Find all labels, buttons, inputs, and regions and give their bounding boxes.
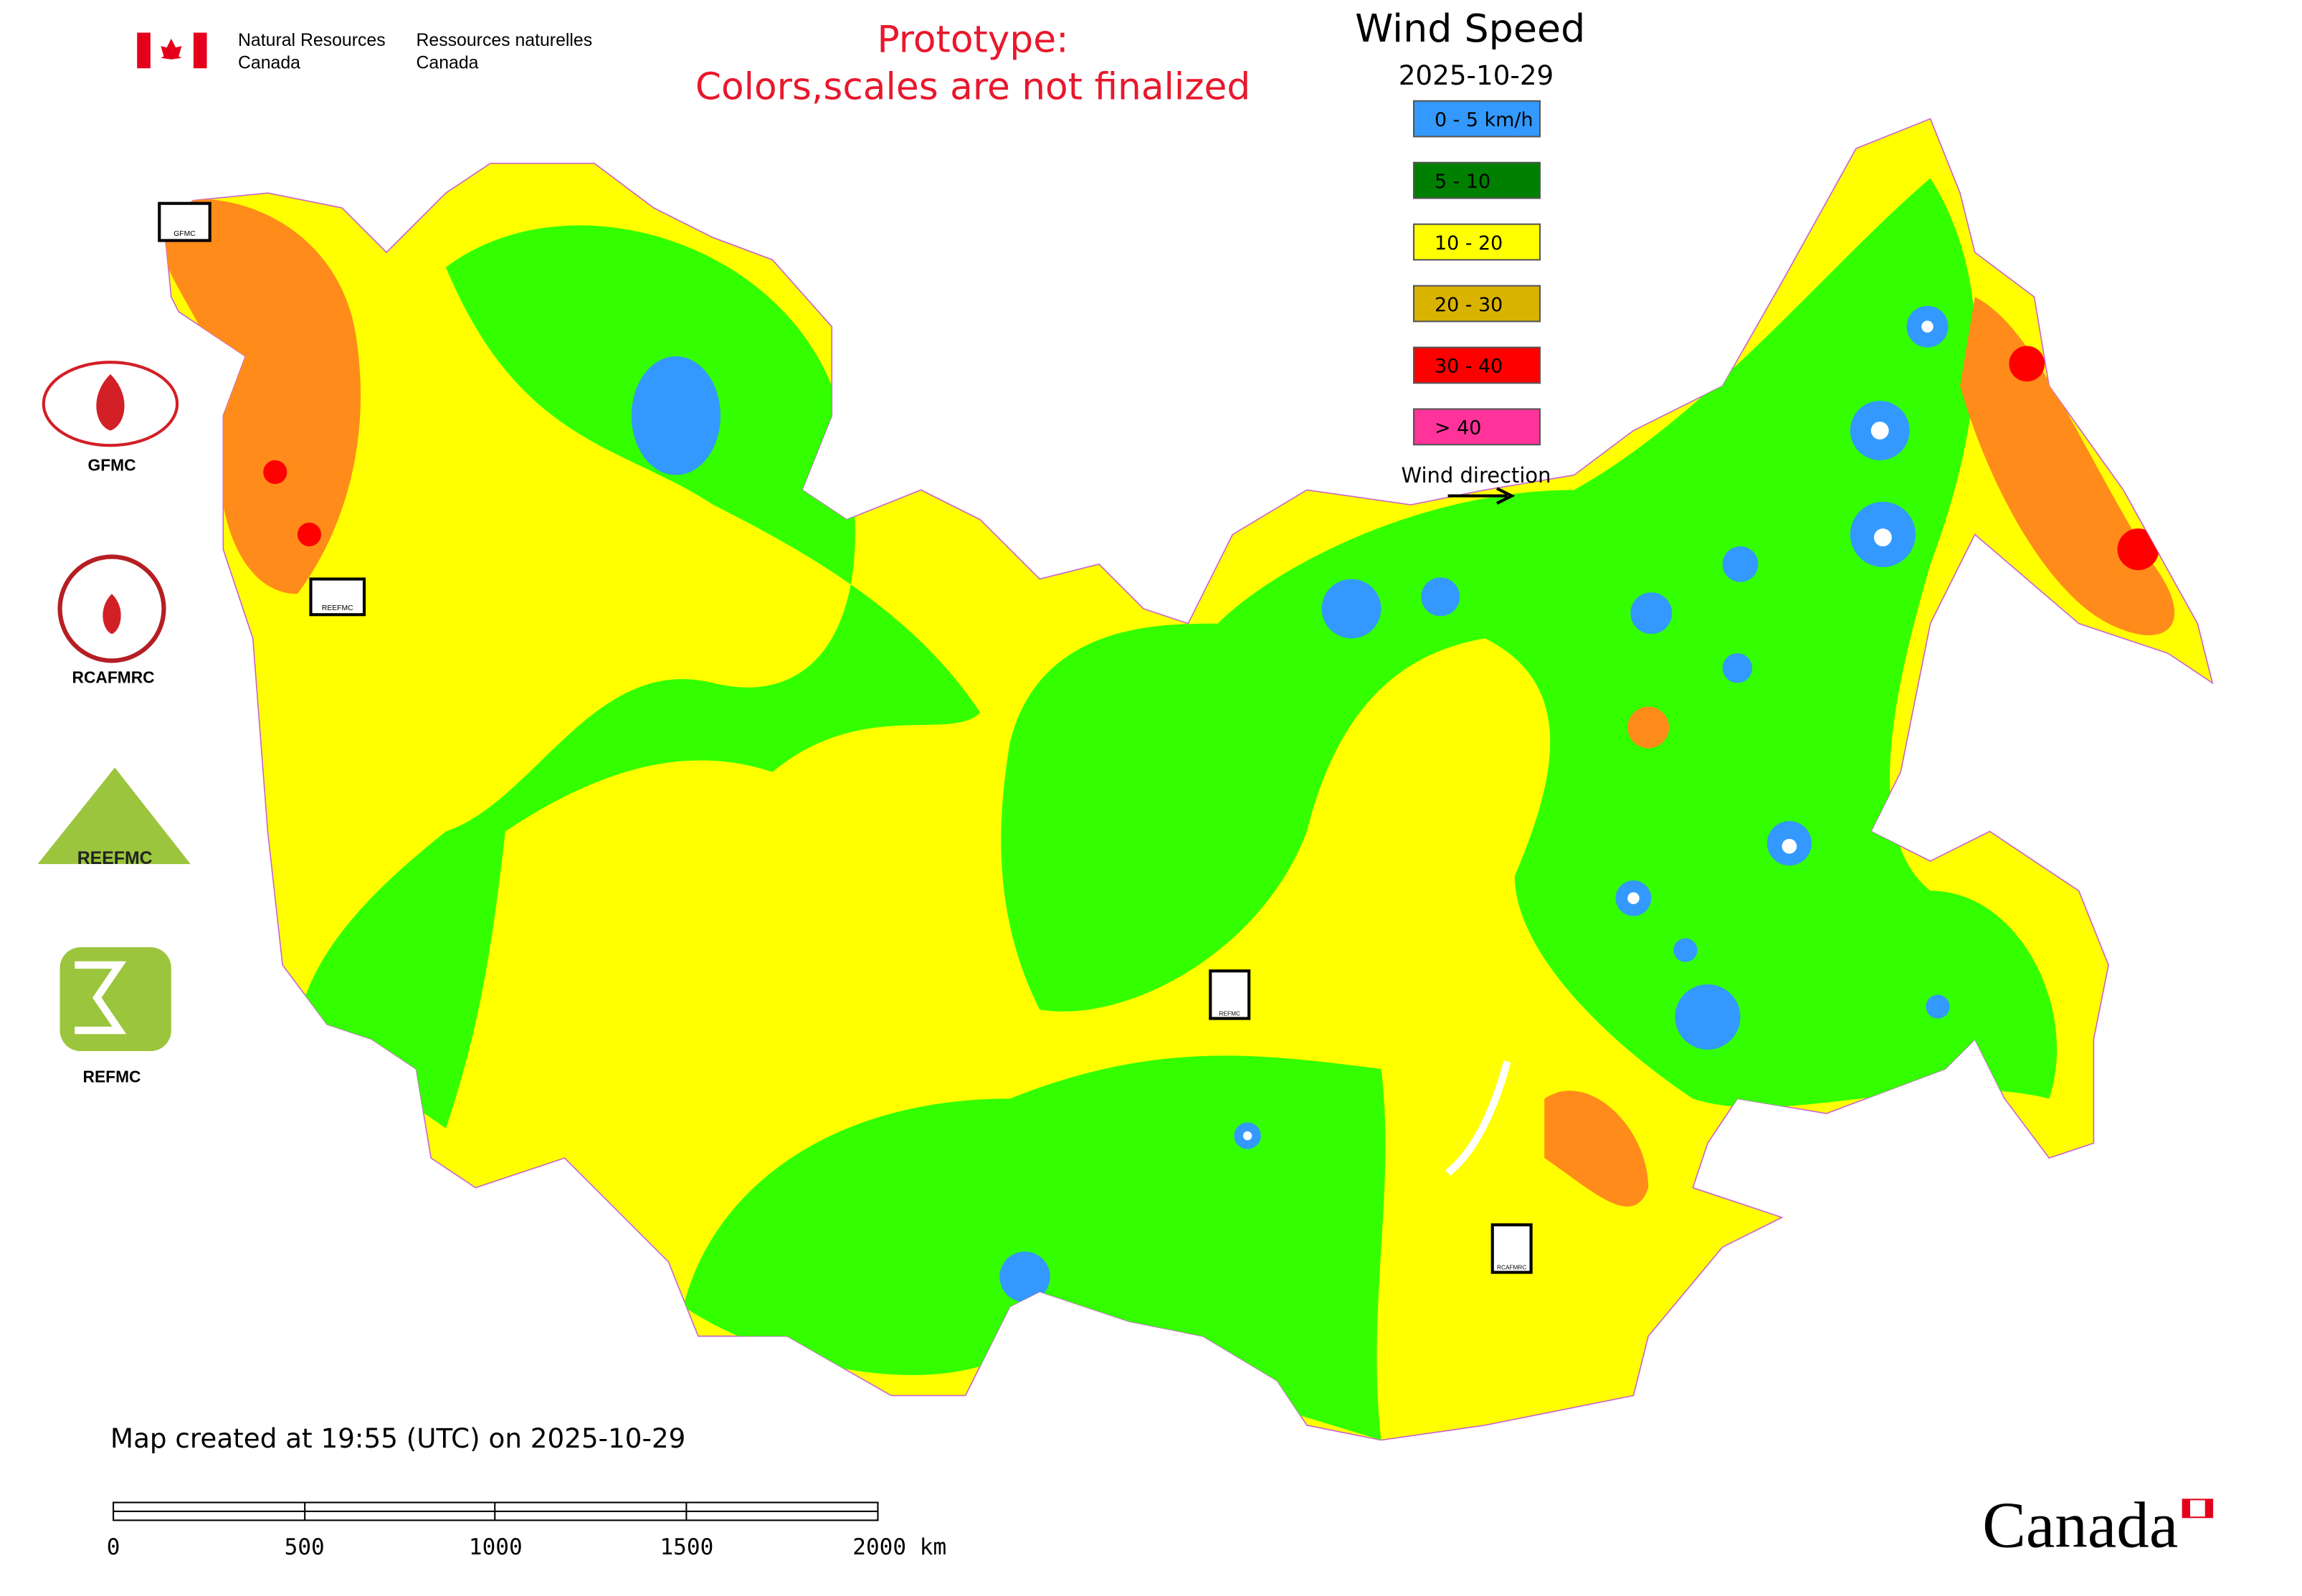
legend-label: 20 - 30 bbox=[1435, 294, 1503, 316]
legend-swatch bbox=[1412, 100, 1541, 138]
notice: Colors,scales are not finalized bbox=[695, 66, 1250, 109]
legend-label: 10 - 20 bbox=[1435, 232, 1503, 255]
agency-en: Canada bbox=[238, 53, 300, 72]
legend-swatch bbox=[1412, 408, 1541, 446]
scale-label: 0 bbox=[107, 1534, 120, 1560]
created-note: Map created at 19:55 (UTC) on 2025-10-29 bbox=[110, 1422, 685, 1454]
direction-arrow bbox=[1447, 487, 1516, 505]
legend-label: 5 - 10 bbox=[1435, 171, 1490, 193]
scale-label: 1500 bbox=[660, 1534, 713, 1560]
legend-swatch bbox=[1412, 161, 1541, 199]
agency-fr: Canada bbox=[417, 53, 479, 72]
legend-swatch bbox=[1412, 223, 1541, 261]
logo-label: REEFMC bbox=[77, 849, 153, 868]
logo-label: RCAFMRC bbox=[72, 668, 155, 687]
agency-logo: Natural Resources Canada Ressources natu… bbox=[137, 31, 592, 72]
marker-label: RCAFMRC bbox=[1497, 1264, 1526, 1270]
legend-label: 30 - 40 bbox=[1435, 356, 1503, 378]
notice: Prototype: bbox=[877, 18, 1068, 61]
legend-label: 0 - 5 km/h bbox=[1435, 109, 1533, 131]
scale-label: 1000 bbox=[469, 1534, 523, 1560]
canada-wordmark: Canada bbox=[1982, 1489, 2214, 1562]
marker-label: REFMC bbox=[1219, 1010, 1240, 1017]
map bbox=[163, 118, 2214, 1441]
logo-label: REFMC bbox=[83, 1068, 141, 1086]
marker-label: REEFMC bbox=[322, 604, 353, 612]
scale-bar: 0 500 1000 1500 2000 km bbox=[107, 1501, 946, 1560]
legend: 0 - 5 km/h 5 - 10 10 - 20 20 - 30 30 - 40 > 4… bbox=[1412, 100, 1541, 446]
map-markers: GFMC REEFMC REFMC RCAFMRC bbox=[158, 201, 1533, 1274]
agency-fr: Ressources naturelles bbox=[417, 31, 593, 50]
scale-label: 500 bbox=[285, 1534, 325, 1560]
wordmark: Canada bbox=[1982, 1489, 2178, 1562]
scale-label: 2000 km bbox=[852, 1534, 946, 1560]
direction-label: Wind direction bbox=[1401, 463, 1551, 488]
legend-title: Wind Speed bbox=[1355, 6, 1585, 51]
logo-label: GFMC bbox=[87, 455, 135, 474]
legend-date: 2025-10-29 bbox=[1399, 60, 1554, 91]
logos: GFMC RCAFMRC REEFMC REFMC bbox=[37, 361, 191, 1086]
legend-swatch bbox=[1412, 285, 1541, 323]
agency-en: Natural Resources bbox=[238, 31, 386, 50]
legend-swatch bbox=[1412, 346, 1541, 384]
marker-label: GFMC bbox=[173, 230, 196, 238]
legend-label: > 40 bbox=[1435, 417, 1481, 440]
